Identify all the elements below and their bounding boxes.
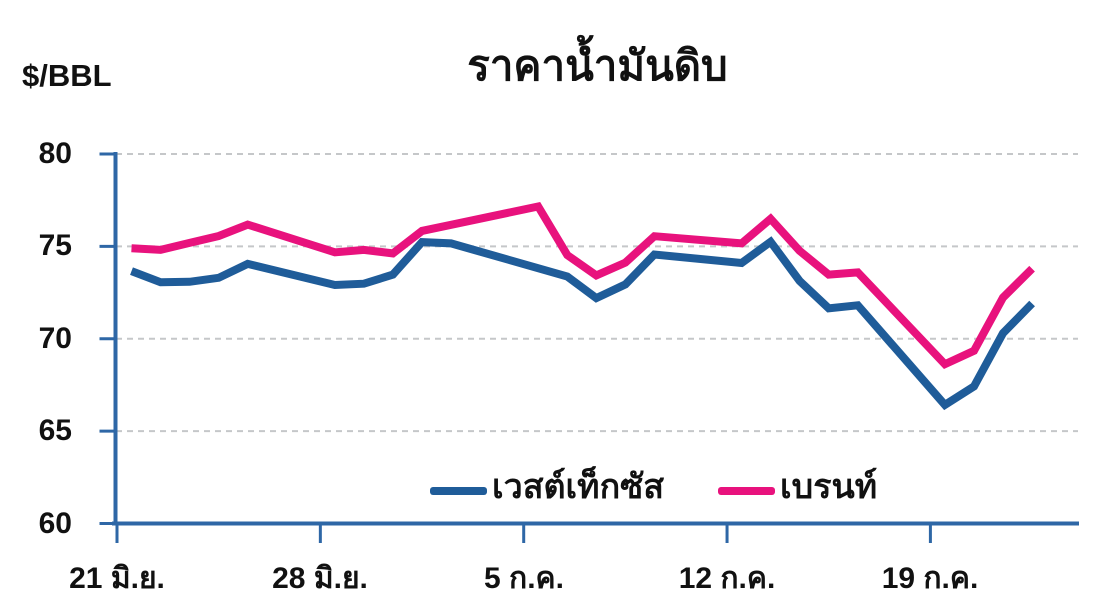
legend-line-sample-brent	[718, 487, 775, 495]
legend-label-brent: เบรนท์	[780, 468, 878, 506]
legend-label-wti: เวสต์เท็กซัส	[492, 468, 664, 506]
x-tick-label-week1: 21 มิ.ย.	[69, 562, 165, 595]
x-tick-label-week2: 28 มิ.ย.	[272, 562, 368, 595]
chart-title: ราคาน้ำมันดิบ	[467, 42, 728, 89]
y-tick-label-70: 70	[38, 322, 72, 355]
y-tick-label-65: 65	[38, 414, 72, 447]
x-tick-label-week5: 19 ก.ค.	[881, 562, 979, 595]
y-tick-label-60: 60	[38, 507, 72, 540]
y-axis-unit-label: $/BBL	[22, 58, 112, 93]
x-tick-label-week4: 12 ก.ค.	[678, 562, 776, 595]
legend-line-sample-wti	[430, 487, 487, 495]
x-tick-label-week3: 5 ก.ค.	[484, 562, 564, 595]
y-tick-label-80: 80	[38, 137, 72, 170]
y-tick-label-75: 75	[38, 229, 72, 262]
